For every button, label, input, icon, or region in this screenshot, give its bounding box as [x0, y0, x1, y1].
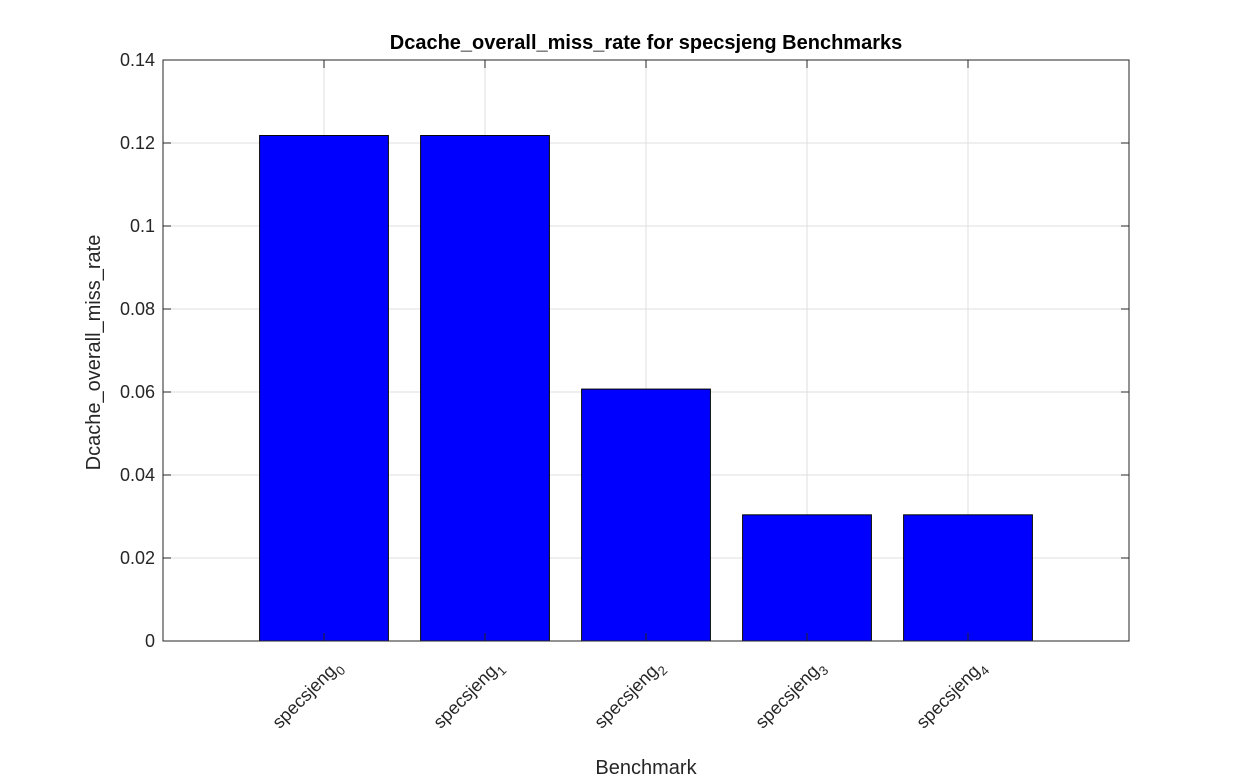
y-axis-label: Dcache_overall_miss_rate	[83, 235, 105, 471]
bar-specsjeng-4	[903, 514, 1033, 642]
y-tick-label: 0.04	[120, 465, 155, 485]
bar-specsjeng-0	[259, 135, 389, 642]
y-tick-label: 0.12	[120, 133, 155, 153]
y-tick-label: 0.08	[120, 299, 155, 319]
y-tick-label: 0.06	[120, 382, 155, 402]
x-axis-label: Benchmark	[595, 757, 697, 779]
bar-specsjeng-2	[581, 388, 711, 642]
y-axis-ticks: 0 0.02 0.04 0.06 0.08 0.1 0.12 0.14	[120, 50, 1129, 651]
bar-specsjeng-3	[742, 514, 872, 642]
chart-title: Dcache_overall_miss_rate for specsjeng B…	[390, 32, 903, 54]
y-tick-label: 0.02	[120, 548, 155, 568]
bar-series	[259, 135, 1033, 642]
bar-specsjeng-1	[420, 135, 550, 642]
y-tick-label: 0	[145, 631, 155, 651]
y-tick-label: 0.14	[120, 50, 155, 70]
y-tick-label: 0.1	[130, 216, 155, 236]
